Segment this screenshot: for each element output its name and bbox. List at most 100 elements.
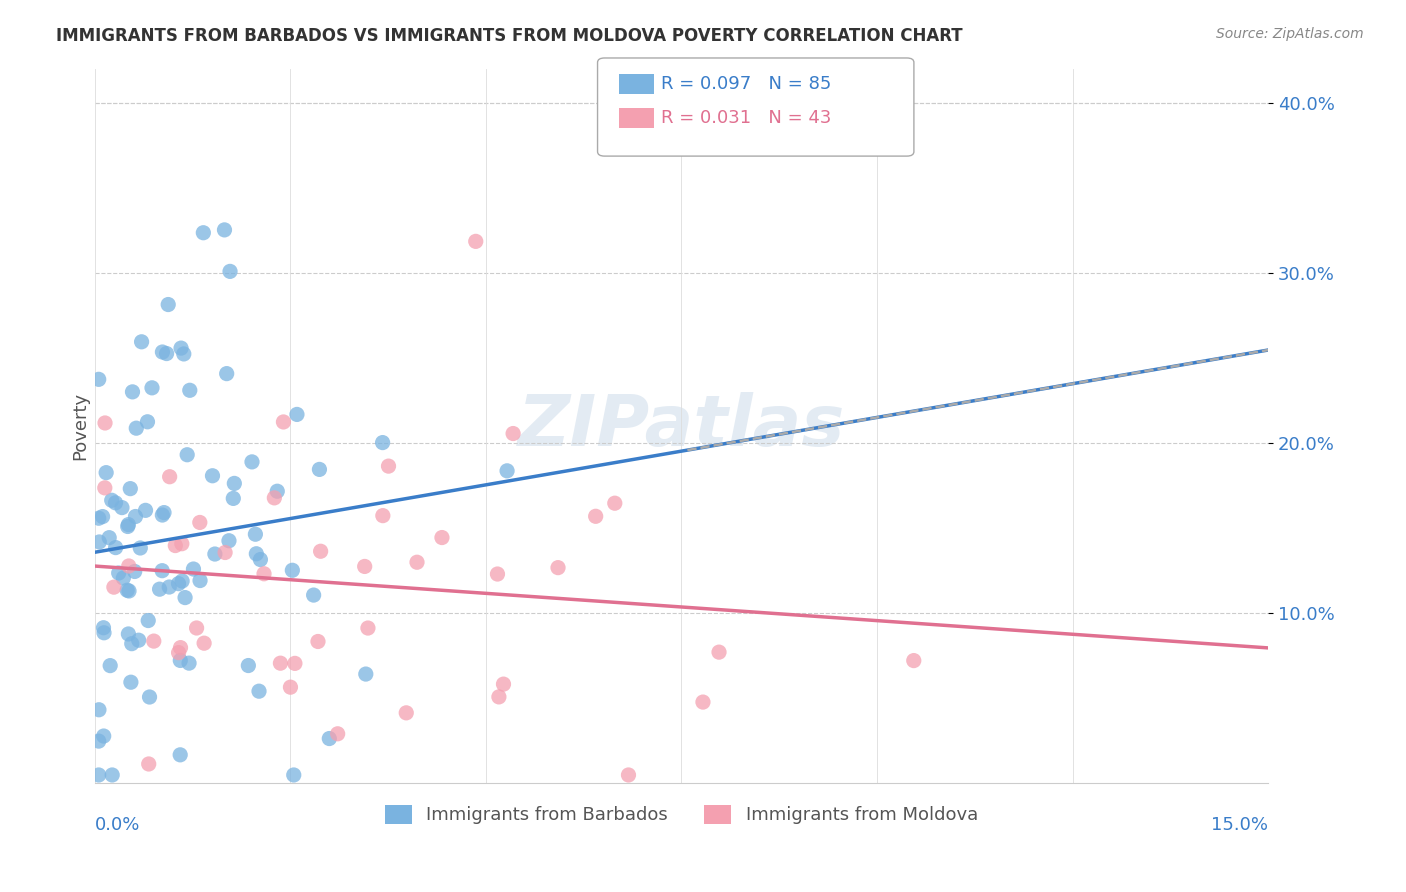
Point	[395, 706, 418, 720]
Point	[273, 415, 295, 429]
Point	[121, 384, 143, 399]
Point	[138, 690, 160, 704]
Point	[326, 727, 349, 741]
Text: 0.0%: 0.0%	[94, 815, 141, 834]
Point	[249, 552, 271, 566]
Point	[188, 574, 211, 588]
Point	[89, 535, 111, 549]
Point	[118, 584, 141, 599]
Point	[115, 583, 138, 598]
Point	[240, 455, 263, 469]
Point	[165, 539, 187, 553]
Point	[94, 416, 117, 430]
Point	[492, 677, 515, 691]
Point	[117, 519, 139, 533]
Point	[167, 576, 190, 591]
Point	[100, 493, 122, 508]
Text: ZIPatlas: ZIPatlas	[517, 392, 845, 460]
Point	[186, 621, 208, 635]
Point	[131, 334, 153, 349]
Point	[111, 500, 134, 515]
Point	[141, 381, 163, 395]
Text: R = 0.097   N = 85: R = 0.097 N = 85	[661, 75, 831, 93]
Point	[155, 346, 177, 360]
Point	[152, 345, 174, 359]
Point	[371, 508, 394, 523]
Point	[136, 415, 159, 429]
Point	[87, 372, 110, 386]
Point	[488, 690, 510, 704]
Point	[585, 509, 607, 524]
Point	[129, 541, 152, 555]
Point	[496, 464, 519, 478]
Point	[285, 408, 308, 422]
Point	[263, 491, 285, 505]
Point	[215, 367, 238, 381]
Point	[87, 511, 110, 525]
Point	[87, 734, 110, 748]
Point	[117, 517, 139, 532]
Point	[101, 768, 124, 782]
Point	[406, 555, 429, 569]
Point	[692, 695, 714, 709]
Point	[464, 235, 486, 249]
Point	[281, 563, 304, 577]
Text: IMMIGRANTS FROM BARBADOS VS IMMIGRANTS FROM MOLDOVA POVERTY CORRELATION CHART: IMMIGRANTS FROM BARBADOS VS IMMIGRANTS F…	[56, 27, 963, 45]
Point	[371, 435, 394, 450]
Point	[98, 531, 121, 545]
Point	[176, 448, 198, 462]
Point	[150, 508, 173, 522]
Point	[266, 484, 288, 499]
Point	[150, 564, 173, 578]
Point	[284, 657, 307, 671]
Point	[214, 545, 236, 559]
Point	[172, 574, 194, 588]
Point	[179, 384, 201, 398]
Point	[120, 675, 142, 690]
Point	[120, 482, 142, 496]
Point	[193, 226, 215, 240]
Point	[128, 633, 150, 648]
Point	[104, 541, 127, 555]
Point	[486, 567, 509, 582]
Point	[238, 658, 260, 673]
Point	[107, 566, 129, 580]
Point	[96, 466, 118, 480]
Point	[502, 426, 524, 441]
Point	[148, 582, 170, 597]
Point	[193, 636, 215, 650]
Text: 15.0%: 15.0%	[1211, 815, 1268, 834]
Point	[104, 496, 127, 510]
Point	[142, 634, 165, 648]
Point	[169, 747, 191, 762]
Point	[188, 516, 211, 530]
Point	[269, 656, 291, 670]
Point	[121, 637, 143, 651]
Point	[377, 459, 399, 474]
Point	[157, 297, 180, 311]
Point	[112, 571, 135, 585]
Point	[135, 503, 157, 517]
Point	[201, 468, 224, 483]
Point	[153, 506, 176, 520]
Point	[245, 527, 267, 541]
Point	[169, 653, 191, 667]
Point	[309, 544, 332, 558]
Point	[169, 640, 191, 655]
Point	[94, 481, 117, 495]
Point	[174, 591, 197, 605]
Point	[183, 562, 205, 576]
Point	[159, 469, 181, 483]
Point	[903, 654, 925, 668]
Point	[222, 491, 245, 506]
Point	[93, 625, 115, 640]
Point	[547, 560, 569, 574]
Point	[167, 646, 190, 660]
Point	[354, 667, 377, 681]
Point	[617, 768, 640, 782]
Point	[218, 533, 240, 548]
Point	[124, 565, 146, 579]
Point	[283, 768, 305, 782]
Point	[124, 509, 146, 524]
Point	[204, 547, 226, 561]
